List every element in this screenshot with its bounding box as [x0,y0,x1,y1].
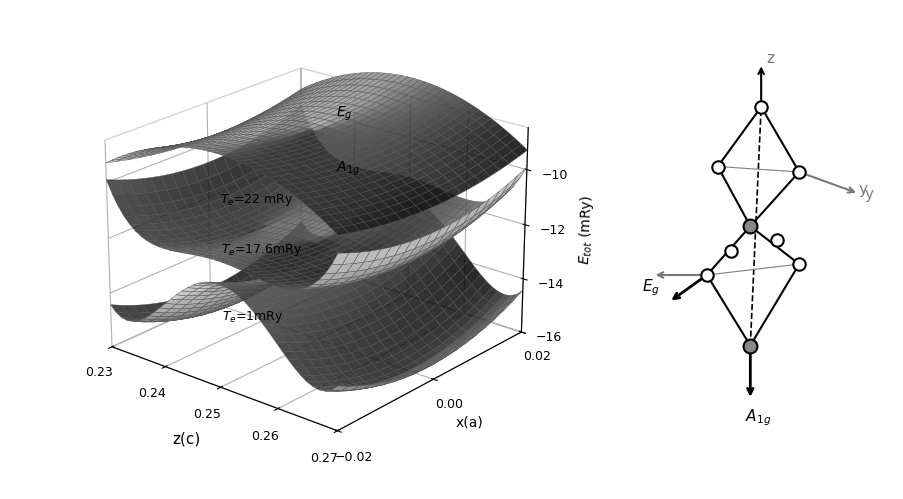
Y-axis label: x(a): x(a) [455,416,482,430]
Point [723,247,738,254]
Text: z: z [766,51,774,66]
Point [699,271,713,279]
Text: $A_{1g}$: $A_{1g}$ [744,408,770,428]
Point [742,222,757,230]
Point [710,163,724,171]
Point [791,168,805,176]
Text: y: y [858,182,867,197]
Point [753,103,768,111]
Point [769,236,784,244]
Point [791,260,805,268]
Text: $E_g$: $E_g$ [641,277,659,298]
X-axis label: z(c): z(c) [172,432,200,447]
Point [742,341,757,349]
Text: y: y [863,187,872,202]
